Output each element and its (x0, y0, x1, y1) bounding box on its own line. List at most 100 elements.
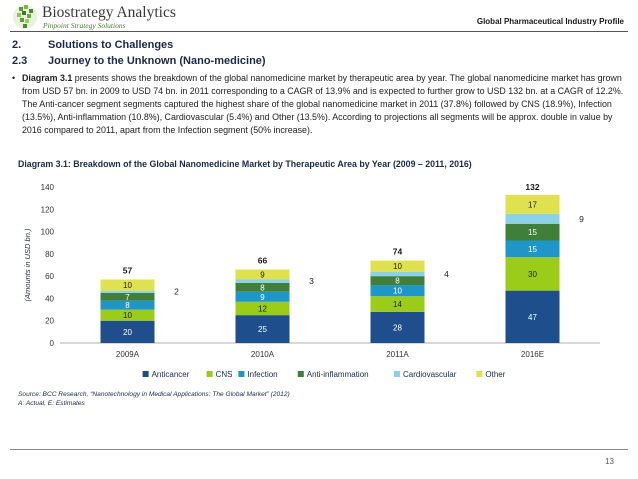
y-tick-label: 40 (45, 294, 54, 303)
x-tick-label: 2011A (386, 350, 409, 359)
bar-segment-infection (235, 291, 290, 302)
data-label: 10 (393, 262, 402, 271)
x-tick-label: 2009A (116, 350, 140, 359)
data-label: 47 (528, 313, 537, 322)
legend-swatch (206, 371, 213, 377)
bar-segment-other (370, 260, 425, 272)
total-label: 74 (393, 247, 403, 257)
section-title: Solutions to Challenges (48, 39, 174, 51)
data-label: 12 (258, 304, 267, 313)
data-label: 14 (393, 300, 402, 309)
logo-name: Biostrategy Analytics (42, 4, 176, 21)
data-label: 9 (260, 293, 265, 302)
subsection-heading: 2.3 Journey to the Unknown (Nano-medicine… (12, 55, 266, 67)
data-label: 10 (123, 281, 132, 290)
bar-segment-cardiovascular (370, 271, 425, 277)
subsection-number: 2.3 (12, 55, 28, 67)
data-label: 28 (393, 323, 402, 332)
profile-title: Global Pharmaceutical Industry Profile (476, 17, 624, 26)
total-label: 132 (525, 182, 539, 192)
y-tick-label: 80 (45, 250, 54, 259)
legend-swatch (238, 371, 245, 377)
estimates-note: A: Actual, E: Estimates (18, 400, 85, 407)
data-label: 30 (528, 270, 537, 279)
bar-segment-infection (370, 285, 425, 297)
legend-swatch (476, 371, 483, 377)
bar-segment-anti-inflammation (370, 276, 425, 286)
legend-label: Anti-inflammation (307, 370, 369, 379)
page-number: 13 (605, 457, 614, 466)
bar-segment-cns (505, 257, 560, 291)
y-tick-label: 140 (41, 183, 55, 192)
x-tick-label: 2016E (521, 350, 544, 359)
diagram-title: Diagram 3.1: Breakdown of the Global Nan… (18, 159, 472, 169)
source-line: Source: BCC Research, “Nanotechnology in… (18, 391, 290, 398)
bar-segment-anti-inflammation (100, 292, 155, 301)
bar-segment-anti-inflammation (235, 282, 290, 292)
y-tick-label: 0 (50, 339, 55, 348)
data-label: 7 (125, 293, 130, 302)
legend-label: Cardiovascular (403, 370, 457, 379)
y-tick-label: 100 (41, 228, 55, 237)
bar-segment-other (100, 279, 155, 291)
y-tick-label: 120 (41, 205, 55, 214)
paragraph-text: Diagram 3.1 presents shows the breakdown… (22, 72, 624, 137)
bar-segment-anticancer (100, 320, 155, 343)
data-label: 8 (125, 301, 130, 310)
y-tick-label: 20 (45, 317, 54, 326)
data-label: 10 (393, 287, 402, 296)
diagram-reference: Diagram 3.1 (22, 73, 73, 83)
leaf-logo-icon (13, 5, 37, 29)
bar-segment-cns (235, 301, 290, 316)
data-label: 20 (123, 328, 132, 337)
data-label-outside: 2 (174, 287, 179, 297)
header-divider (10, 31, 628, 32)
legend-swatch (297, 371, 304, 377)
y-axis-title: (Amounts in USD bn.) (23, 228, 32, 301)
bar-segment-cardiovascular (235, 279, 290, 283)
legend-label: Anticancer (152, 370, 190, 379)
bar-segment-cardiovascular (100, 290, 155, 293)
data-label: 8 (260, 283, 265, 292)
bar-segment-other (235, 269, 290, 280)
total-label: 66 (258, 255, 268, 265)
data-label: 8 (395, 277, 400, 286)
section-heading: 2. Solutions to Challenges (12, 39, 173, 51)
data-label: 25 (258, 325, 267, 334)
logo-tagline: Pinpoint Strategy Solutions (43, 21, 126, 30)
bullet-marker: • (12, 73, 16, 83)
legend-swatch (142, 371, 149, 377)
bar-segment-other (505, 194, 560, 214)
bar-segment-cns (370, 296, 425, 312)
y-tick-label: 60 (45, 272, 54, 281)
x-tick-label: 2010A (251, 350, 275, 359)
body-paragraph: • Diagram 3.1 presents shows the breakdo… (12, 72, 624, 137)
legend-label: Other (485, 370, 505, 379)
data-label: 10 (123, 311, 132, 320)
subsection-title: Journey to the Unknown (Nano-medicine) (48, 55, 266, 67)
section-number: 2. (12, 39, 22, 51)
data-label-outside: 3 (309, 276, 314, 286)
bar-segment-cns (100, 309, 155, 321)
data-label: 15 (528, 245, 537, 254)
legend-label: CNS (216, 370, 233, 379)
bar-segment-infection (505, 240, 560, 258)
bar-segment-anti-inflammation (505, 223, 560, 241)
source-note: Source: BCC Research, “Nanotechnology in… (18, 390, 290, 408)
bar-segment-cardiovascular (505, 213, 560, 224)
legend-label: Infection (247, 370, 277, 379)
data-label-outside: 4 (444, 269, 449, 279)
data-label: 17 (528, 200, 537, 209)
footer-divider (10, 449, 628, 450)
stacked-bar-chart: 0 20 40 60 80 100 120 140 (Amounts in USD bn.) 20… (23, 182, 600, 379)
company-logo: Biostrategy Analytics Pinpoint Strategy … (12, 3, 192, 33)
bar-segment-infection (100, 300, 155, 310)
bar-segment-anticancer (235, 315, 290, 343)
legend-swatch (394, 371, 400, 377)
data-label: 9 (260, 270, 265, 279)
paragraph-body: presents shows the breakdown of the glob… (22, 73, 624, 135)
bar-segment-anticancer (370, 311, 425, 343)
data-label-outside: 9 (579, 214, 584, 224)
total-label: 57 (123, 265, 133, 275)
data-label: 15 (528, 228, 537, 237)
